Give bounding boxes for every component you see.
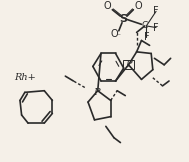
Text: F: F: [143, 32, 149, 42]
Text: F: F: [153, 6, 159, 16]
Text: S: S: [120, 14, 128, 24]
Text: O: O: [110, 29, 118, 39]
Text: ⁻: ⁻: [117, 31, 121, 40]
Text: O: O: [104, 1, 111, 12]
Text: C: C: [142, 21, 148, 30]
FancyBboxPatch shape: [123, 60, 134, 69]
Text: F: F: [153, 23, 159, 33]
Text: O: O: [134, 1, 142, 12]
Text: P: P: [125, 60, 132, 69]
Text: Rh+: Rh+: [14, 73, 36, 82]
Text: P: P: [93, 88, 99, 97]
